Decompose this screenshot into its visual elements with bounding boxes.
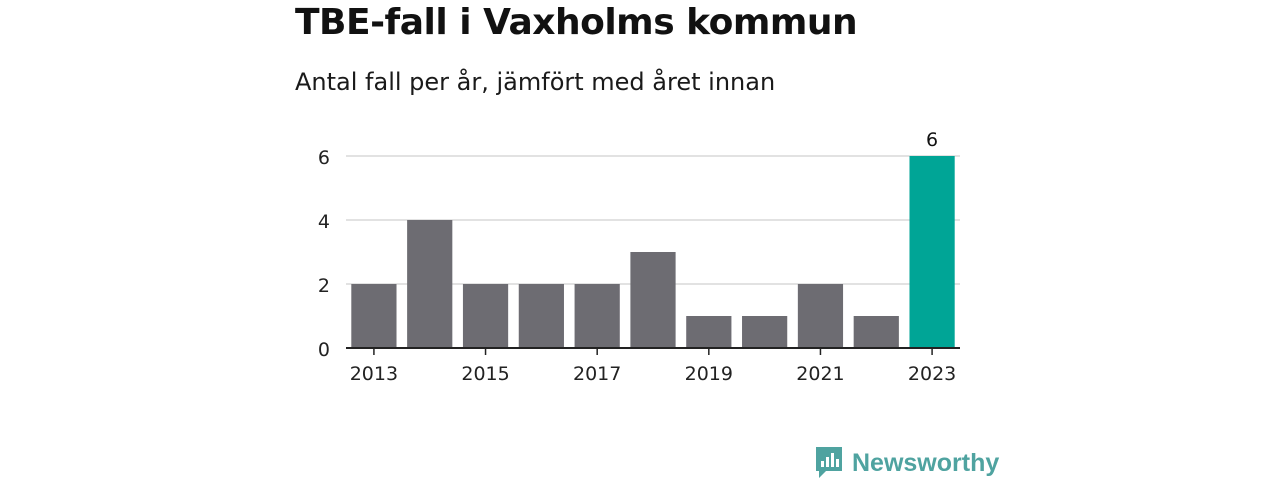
brand-logo: Newsworthy <box>814 446 999 480</box>
x-tick-label: 2017 <box>573 363 621 385</box>
chart-title: TBE-fall i Vaxholms kommun <box>295 2 858 43</box>
bar-2017 <box>574 284 620 348</box>
bar-2014 <box>407 220 453 348</box>
bar-2021 <box>797 284 844 348</box>
bar-2019 <box>686 316 732 348</box>
bar-2016 <box>518 284 564 348</box>
chart-subtitle: Antal fall per år, jämfört med året inna… <box>295 68 776 96</box>
y-tick-label: 4 <box>318 211 330 233</box>
x-tick-label: 2019 <box>685 363 733 385</box>
bar-2020 <box>742 316 788 348</box>
y-tick-label: 0 <box>318 339 330 361</box>
bar-2015 <box>462 284 509 348</box>
bar-2013 <box>351 284 397 348</box>
y-tick-label: 2 <box>318 275 330 297</box>
axes: 0 2 4 6 2013 2015 2017 2019 2021 2023 <box>318 147 960 385</box>
x-tick-label: 2013 <box>350 363 398 385</box>
bar-2022 <box>853 316 899 348</box>
bar-2023 <box>909 156 955 348</box>
x-tick-label: 2015 <box>461 363 509 385</box>
x-tick-label: 2021 <box>796 363 844 385</box>
bars: 6 <box>351 129 955 348</box>
bar-2018 <box>630 252 676 348</box>
brand-name: Newsworthy <box>852 448 1000 477</box>
y-tick-label: 6 <box>318 147 330 169</box>
data-label-2023: 6 <box>926 129 938 151</box>
x-tick-label: 2023 <box>908 363 956 385</box>
newsworthy-logo-icon <box>816 447 842 478</box>
